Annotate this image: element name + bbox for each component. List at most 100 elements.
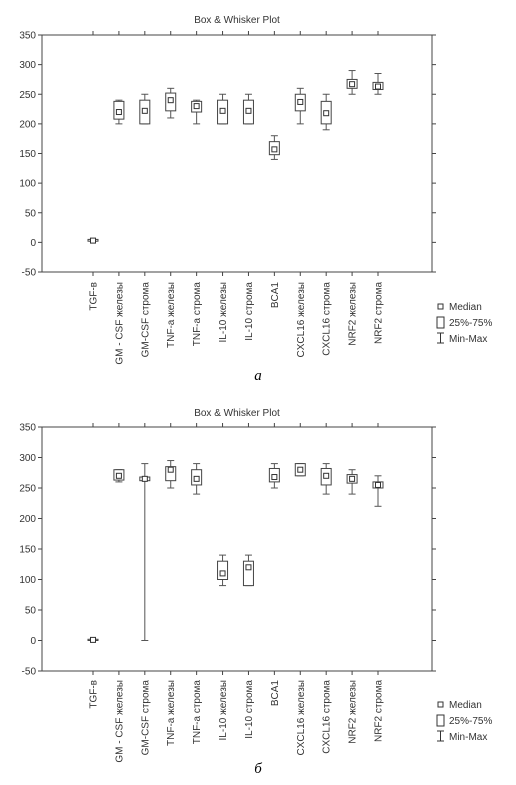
y-tick-label: 350 bbox=[19, 423, 36, 434]
category-label: IL-10 строма bbox=[244, 282, 255, 341]
y-tick-label: 150 bbox=[19, 149, 36, 160]
y-tick-label: 350 bbox=[19, 31, 36, 42]
median-marker bbox=[167, 97, 174, 104]
median-marker bbox=[375, 481, 381, 488]
legend-median-label: Median bbox=[449, 302, 482, 313]
median-marker bbox=[349, 81, 356, 88]
chart-panel-b: Box & Whisker Plot -50 0 50 100 150 200 250 300 3… bbox=[19, 408, 492, 777]
y-tick-label: -50 bbox=[22, 268, 37, 279]
chart-title: Box & Whisker Plot bbox=[194, 15, 280, 26]
plot-frame bbox=[41, 426, 433, 672]
box-group bbox=[191, 463, 203, 495]
legend: Median 25%-75% Min-Max bbox=[436, 700, 492, 743]
median-marker bbox=[193, 475, 200, 482]
box-group bbox=[217, 554, 229, 587]
category-label: CXCL16 железы bbox=[296, 282, 307, 357]
median-marker bbox=[297, 466, 304, 473]
median-marker bbox=[219, 570, 226, 577]
box-group bbox=[294, 463, 306, 477]
box-group bbox=[87, 237, 99, 244]
median-marker bbox=[219, 107, 226, 114]
y-tick-label: 300 bbox=[19, 453, 36, 464]
y-tick-label: 0 bbox=[30, 636, 36, 647]
median-marker bbox=[90, 636, 96, 643]
category-label: TNF-а железы bbox=[166, 282, 177, 348]
y-tick-label: 250 bbox=[19, 484, 36, 495]
median-marker bbox=[193, 103, 200, 110]
box-group bbox=[113, 469, 125, 483]
legend: Median 25%-75% Min-Max bbox=[436, 302, 492, 345]
category-label: NRF2 строма bbox=[374, 282, 385, 344]
box-group bbox=[165, 460, 177, 489]
y-tick-label: 100 bbox=[19, 575, 36, 586]
category-label: TNF-а строма bbox=[192, 680, 203, 745]
box-group bbox=[242, 93, 254, 125]
box-iqr bbox=[217, 560, 229, 581]
box-iqr bbox=[242, 560, 254, 587]
median-marker bbox=[349, 475, 356, 482]
category-label: GM-CSF строма bbox=[140, 680, 151, 756]
median-marker bbox=[115, 109, 122, 116]
median-marker bbox=[323, 110, 330, 117]
median-marker bbox=[90, 237, 96, 244]
box-group bbox=[217, 93, 229, 125]
median-marker bbox=[245, 107, 252, 114]
median-marker bbox=[271, 474, 278, 481]
legend-box-icon bbox=[436, 316, 445, 329]
panel-label: б bbox=[254, 761, 262, 777]
category-label: CXCL16 железы bbox=[296, 680, 307, 755]
box-group bbox=[320, 93, 332, 131]
box-group bbox=[87, 636, 99, 643]
box-group bbox=[242, 554, 254, 587]
chart-title: Box & Whisker Plot bbox=[194, 408, 280, 419]
category-label: CXCL16 строма bbox=[322, 282, 333, 356]
category-label: GM - CSF железы bbox=[114, 282, 125, 365]
y-tick-label: 200 bbox=[19, 119, 36, 130]
box-group bbox=[346, 469, 358, 495]
legend-median-icon bbox=[437, 303, 444, 310]
category-label: GM-CSF строма bbox=[140, 282, 151, 358]
median-marker bbox=[167, 466, 174, 473]
plot-frame bbox=[41, 34, 433, 273]
y-tick-label: 300 bbox=[19, 60, 36, 71]
legend-median-label: Median bbox=[449, 700, 482, 711]
median-marker bbox=[141, 475, 148, 482]
category-label: IL-10 железы bbox=[218, 680, 229, 740]
box-group bbox=[268, 463, 280, 489]
box-group bbox=[139, 463, 151, 641]
box-group bbox=[268, 135, 280, 160]
legend-box-label: 25%-75% bbox=[449, 318, 492, 329]
category-label: GM - CSF железы bbox=[114, 680, 125, 763]
y-tick-label: 50 bbox=[25, 606, 37, 617]
category-label: IL-10 железы bbox=[218, 282, 229, 342]
category-label: NRF2 железы bbox=[348, 282, 359, 346]
category-label: NRF2 строма bbox=[374, 680, 385, 742]
box-group bbox=[165, 87, 177, 119]
category-label: CXCL16 строма bbox=[322, 680, 333, 754]
median-marker bbox=[141, 107, 148, 114]
box-group bbox=[372, 73, 384, 95]
y-tick-label: 100 bbox=[19, 179, 36, 190]
y-tick-label: 50 bbox=[25, 208, 37, 219]
box-iqr bbox=[165, 466, 177, 482]
category-label: IL-10 строма bbox=[244, 680, 255, 739]
category-label: NRF2 железы bbox=[348, 680, 359, 744]
median-marker bbox=[245, 564, 252, 571]
median-marker bbox=[375, 83, 381, 90]
category-label: TGF-в bbox=[89, 282, 100, 311]
y-tick-label: 250 bbox=[19, 90, 36, 101]
category-label: TNF-а строма bbox=[192, 282, 203, 347]
median-marker bbox=[297, 98, 304, 105]
box-group bbox=[372, 475, 384, 507]
legend-box-label: 25%-75% bbox=[449, 716, 492, 727]
box-group bbox=[294, 87, 306, 125]
category-label: TNF-а железы bbox=[166, 680, 177, 746]
y-tick-label: 0 bbox=[30, 238, 36, 249]
box-group bbox=[346, 70, 358, 95]
chart-panel-a: Box & Whisker Plot -50 0 50 100 150 200 250 300 3… bbox=[19, 15, 492, 384]
box-group bbox=[113, 99, 125, 125]
median-marker bbox=[271, 146, 278, 153]
category-label: BCA1 bbox=[270, 282, 281, 309]
panel-label: а bbox=[254, 368, 262, 384]
